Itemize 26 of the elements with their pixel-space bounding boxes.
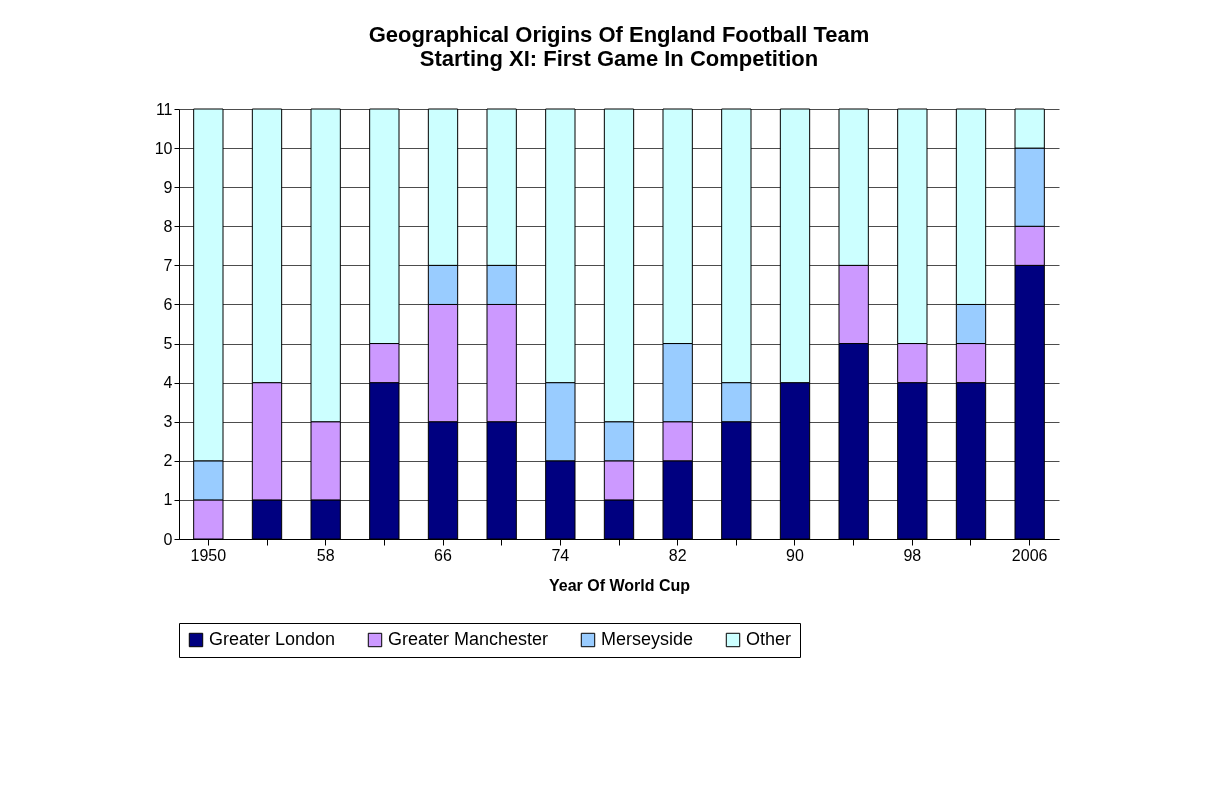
- y-tick-label: 9: [163, 178, 173, 196]
- legend-label: Merseyside: [601, 629, 694, 649]
- y-tick-label: 6: [163, 295, 173, 313]
- x-tick-label: 82: [668, 546, 687, 564]
- legend-label: Greater Manchester: [388, 629, 549, 649]
- x-tick-label: 1950: [190, 546, 227, 564]
- y-tick-label: 5: [163, 335, 173, 353]
- legend-label: Greater London: [209, 629, 336, 649]
- x-axis-title: Year Of World Cup: [548, 576, 691, 594]
- x-tick-label: 90: [786, 546, 804, 564]
- x-tick-label: 58: [316, 546, 335, 564]
- legend-label: Other: [746, 629, 792, 649]
- x-tick-label: 98: [903, 546, 922, 564]
- y-tick-label: 2: [163, 452, 173, 470]
- y-tick-label: 3: [163, 413, 173, 431]
- y-tick-label: 11: [155, 100, 173, 118]
- y-tick-label: 7: [163, 256, 173, 274]
- x-tick-label: 2006: [1011, 546, 1048, 564]
- x-tick-label: 66: [434, 546, 452, 564]
- y-tick-label: 4: [163, 374, 173, 392]
- y-tick-label: 8: [163, 217, 173, 235]
- y-tick-label: 0: [163, 530, 173, 548]
- y-tick-label: 1: [163, 491, 173, 509]
- x-tick-label: 74: [551, 546, 570, 564]
- chart-title: Geographical Origins Of England Football Team Starting XI: First Game In Competition: [368, 22, 870, 71]
- y-tick-label: 10: [154, 139, 173, 157]
